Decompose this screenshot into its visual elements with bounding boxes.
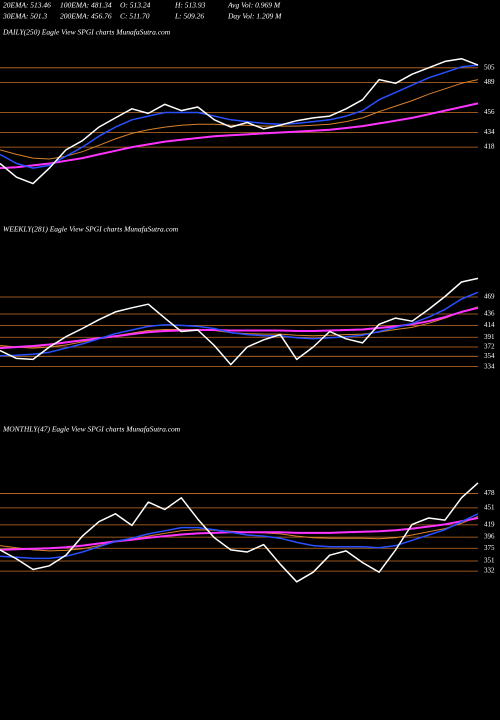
header-stat: 200EMA: 456.76 (60, 12, 112, 21)
panel-title: WEEKLY(281) Eagle View SPGI charts Munaf… (3, 225, 179, 234)
y-tick-label: 354 (484, 352, 495, 360)
header-stat: 20EMA: 513.46 (3, 1, 51, 10)
price-line (0, 102, 479, 170)
price-line (0, 64, 479, 169)
y-tick-label: 489 (484, 78, 495, 86)
y-tick-label: 456 (484, 108, 495, 116)
y-tick-label: 334 (484, 362, 495, 370)
y-tick-label: 419 (484, 521, 495, 529)
y-tick-label: 414 (484, 321, 495, 329)
y-tick-label: 418 (484, 143, 495, 151)
header-stat: H: 513.93 (174, 1, 206, 10)
y-tick-label: 434 (484, 128, 495, 136)
price-line (0, 277, 479, 366)
panel-title: DAILY(250) Eagle View SPGI charts Munafa… (2, 28, 171, 37)
panel-title: MONTHLY(47) Eagle View SPGI charts Munaf… (2, 425, 181, 434)
header-stat: 100EMA: 481.34 (60, 1, 112, 10)
y-tick-label: 332 (484, 567, 495, 575)
header-stat: L: 509.26 (174, 12, 204, 21)
y-tick-label: 478 (484, 489, 495, 497)
header-stat: Day Vol: 1.209 M (227, 12, 282, 21)
y-tick-label: 436 (484, 310, 495, 318)
header-stat: O: 513.24 (120, 1, 151, 10)
header-stat: Avg Vol: 0.969 M (227, 1, 281, 10)
price-line (0, 291, 479, 357)
y-tick-label: 375 (484, 544, 495, 552)
price-line (0, 517, 479, 551)
y-tick-label: 396 (484, 533, 495, 541)
y-tick-label: 391 (484, 333, 495, 341)
y-tick-label: 505 (484, 63, 495, 71)
price-line (0, 482, 479, 583)
y-tick-label: 351 (484, 557, 495, 565)
y-tick-label: 469 (484, 293, 495, 301)
y-tick-label: 372 (484, 343, 495, 351)
y-tick-label: 451 (484, 504, 495, 512)
price-line (0, 57, 479, 185)
header-stat: 30EMA: 501.3 (2, 12, 47, 21)
header-stat: C: 511.70 (120, 12, 150, 21)
